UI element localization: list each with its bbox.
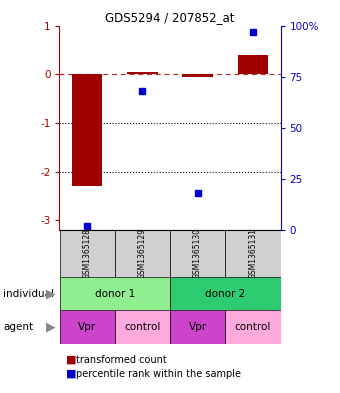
Bar [225,310,280,344]
Text: ■: ■ [66,354,77,365]
Text: control: control [235,322,271,332]
Bar [115,230,170,277]
Text: GSM1365129: GSM1365129 [138,228,147,279]
Bar [127,72,157,74]
Bar [170,277,280,310]
Text: GSM1365128: GSM1365128 [83,228,91,279]
Bar [238,55,268,74]
Bar [225,230,280,277]
Bar [59,310,115,344]
Text: individual: individual [3,289,54,299]
Bar [72,74,102,186]
Bar [170,310,225,344]
Text: Vpr: Vpr [189,322,207,332]
Text: transformed count: transformed count [76,354,167,365]
Text: Vpr: Vpr [78,322,96,332]
Text: donor 1: donor 1 [95,289,135,299]
Text: ▶: ▶ [46,287,55,301]
Text: agent: agent [3,322,34,332]
Bar [170,230,225,277]
Text: GSM1365130: GSM1365130 [193,228,202,279]
Bar [59,230,115,277]
Bar [183,74,213,77]
Text: control: control [124,322,160,332]
Text: ■: ■ [66,369,77,379]
Bar [59,277,170,310]
Title: GDS5294 / 207852_at: GDS5294 / 207852_at [105,11,235,24]
Text: ▶: ▶ [46,321,55,334]
Text: GSM1365131: GSM1365131 [249,228,257,279]
Text: donor 2: donor 2 [205,289,245,299]
Bar [115,310,170,344]
Text: percentile rank within the sample: percentile rank within the sample [76,369,241,379]
